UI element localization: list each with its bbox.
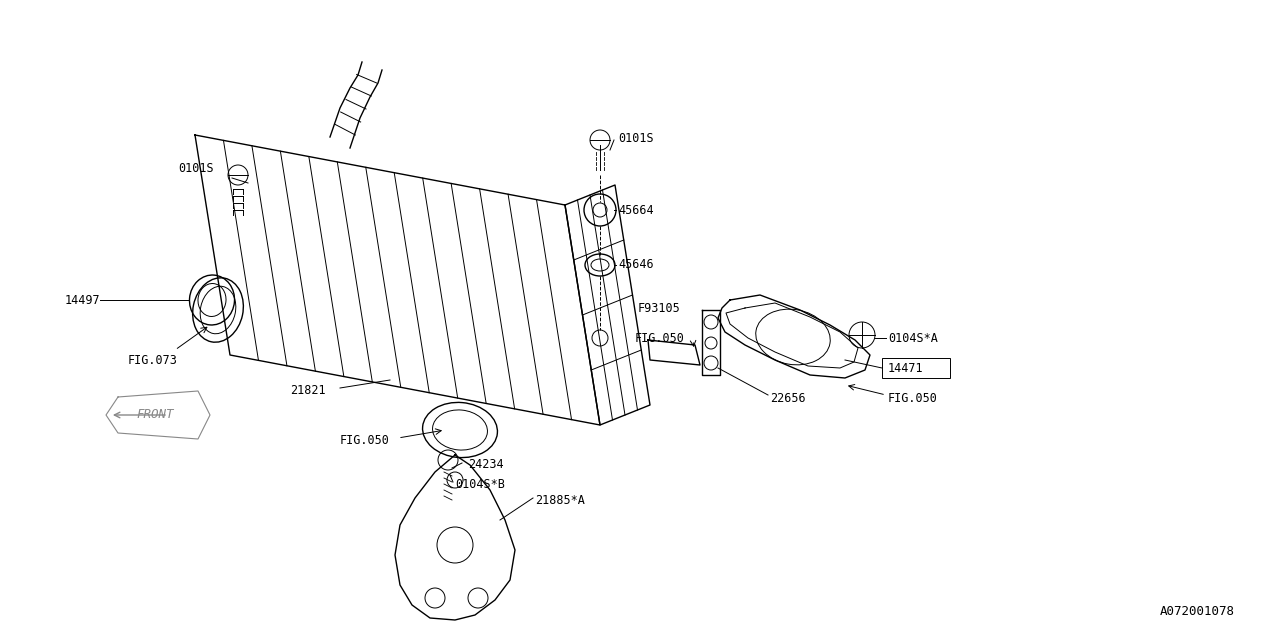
Text: 21821: 21821 [291, 383, 325, 397]
Text: 45646: 45646 [618, 259, 654, 271]
Text: FIG.050: FIG.050 [635, 332, 685, 344]
Text: FIG.050: FIG.050 [888, 392, 938, 404]
Text: FIG.073: FIG.073 [128, 353, 178, 367]
Text: A072001078: A072001078 [1160, 605, 1235, 618]
Text: 0104S*B: 0104S*B [454, 479, 504, 492]
Text: 0101S: 0101S [618, 131, 654, 145]
Text: 0101S: 0101S [178, 161, 214, 175]
Text: FIG.050: FIG.050 [340, 433, 390, 447]
Text: 22656: 22656 [771, 392, 805, 404]
Text: 0104S*A: 0104S*A [888, 332, 938, 344]
Text: 21885*A: 21885*A [535, 493, 585, 506]
Text: F93105: F93105 [637, 301, 681, 314]
Text: 14497: 14497 [64, 294, 100, 307]
Text: FRONT: FRONT [136, 408, 174, 422]
Text: 14471: 14471 [888, 362, 924, 374]
Text: 45664: 45664 [618, 204, 654, 216]
Text: 24234: 24234 [468, 458, 503, 472]
